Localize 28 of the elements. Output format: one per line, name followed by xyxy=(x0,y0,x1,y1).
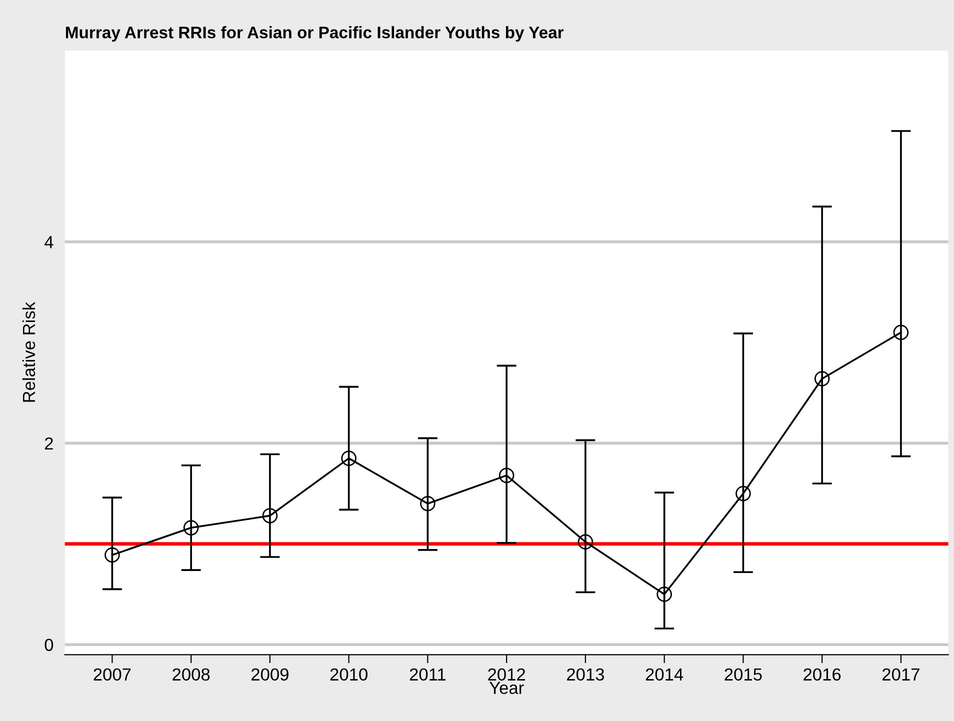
point xyxy=(578,534,594,550)
point xyxy=(262,508,278,524)
point xyxy=(736,486,751,502)
x-tick-label: 2015 xyxy=(724,668,762,681)
y-tick-label: 2 xyxy=(44,437,53,450)
x-tick-label: 2016 xyxy=(804,668,841,681)
x-tick-label: 2009 xyxy=(252,668,288,681)
x-tick-label: 2012 xyxy=(488,668,526,681)
x-tick-label: 2007 xyxy=(94,668,131,681)
x-tick-label: 2008 xyxy=(172,668,210,681)
point xyxy=(498,468,514,484)
x-axis-title: Year xyxy=(489,682,524,694)
point xyxy=(104,547,120,563)
y-tick-label: 4 xyxy=(44,236,54,248)
x-tick-label: 2017 xyxy=(882,668,920,681)
chart-title: Murray Arrest RRIs for Asian or Pacific Islander Youths by Year xyxy=(66,26,564,42)
point xyxy=(183,520,199,536)
point xyxy=(420,496,436,512)
x-tick-label: 2014 xyxy=(646,668,684,681)
y-axis-title: Relative Risk xyxy=(22,302,36,402)
point xyxy=(656,586,672,602)
x-tick-label: 2010 xyxy=(330,668,368,681)
point xyxy=(814,371,830,386)
point xyxy=(341,450,356,466)
x-tick-label: 2013 xyxy=(567,668,604,681)
y-tick-label: 0 xyxy=(44,638,54,652)
point xyxy=(893,324,909,340)
x-tick-label: 2011 xyxy=(410,668,446,681)
